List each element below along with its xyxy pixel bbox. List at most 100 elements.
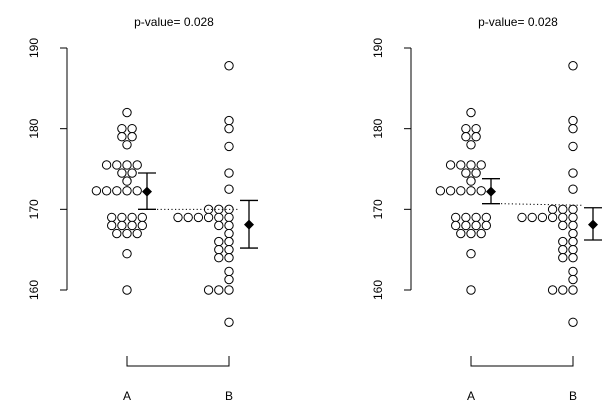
data-point-b [224, 123, 234, 134]
data-point-a [471, 132, 481, 142]
data-point-a [117, 168, 127, 178]
data-point-a [127, 220, 137, 231]
data-point-a [137, 220, 148, 231]
data-point-a [481, 212, 491, 223]
data-point-b [203, 285, 214, 295]
data-point-a [122, 107, 132, 118]
y-tick-label: 170 [27, 199, 41, 219]
data-point-b [214, 220, 224, 231]
data-point-b [568, 61, 578, 71]
data-point-b [558, 285, 568, 295]
data-point-b [568, 244, 578, 255]
data-point-a [435, 186, 446, 196]
data-point-a [101, 160, 112, 170]
data-point-b [214, 244, 224, 255]
data-point-a [117, 123, 127, 134]
data-point-b [558, 253, 568, 263]
data-point-a [476, 186, 486, 196]
data-point-b [568, 168, 578, 178]
data-point-a [107, 212, 117, 223]
data-point-a [466, 228, 476, 239]
data-point-a [461, 212, 471, 223]
chart-title: p-value= 0.028 [478, 15, 558, 29]
data-point-b [224, 212, 234, 223]
data-point-a [445, 160, 456, 170]
y-tick-label: 180 [371, 118, 385, 138]
data-point-b [224, 184, 234, 194]
data-point-b [193, 212, 204, 223]
data-point-a [466, 160, 476, 170]
x-bracket [470, 356, 574, 367]
data-point-a [445, 186, 456, 196]
data-point-b [224, 141, 234, 152]
mean-marker-b [588, 219, 598, 230]
x-category-label: A [123, 389, 131, 403]
data-point-a [461, 123, 471, 134]
data-point-a [127, 132, 137, 142]
data-point-b [568, 228, 578, 239]
data-point-a [91, 186, 102, 196]
data-point-b [203, 212, 214, 223]
data-point-a [101, 186, 112, 196]
data-point-a [461, 132, 471, 142]
data-point-b [214, 285, 224, 295]
data-point-a [127, 168, 137, 178]
data-point-b [173, 212, 183, 223]
data-point-a [466, 176, 476, 186]
y-tick-label: 190 [27, 38, 41, 58]
data-point-a [466, 186, 476, 196]
data-point-a [127, 123, 137, 134]
data-point-b [214, 212, 224, 223]
data-point-a [107, 220, 117, 231]
data-point-b [214, 236, 224, 247]
data-point-b [568, 266, 578, 277]
mean-marker-a [486, 186, 496, 197]
data-point-a [122, 249, 132, 259]
data-point-b [558, 244, 568, 255]
data-point-a [122, 285, 132, 295]
data-point-b [224, 253, 234, 263]
mean-connector [500, 203, 584, 206]
data-point-b [568, 274, 578, 285]
data-point-a [137, 212, 148, 223]
data-point-a [471, 123, 481, 134]
data-point-b [517, 212, 527, 223]
data-point-b [547, 204, 558, 215]
data-point-b [224, 115, 234, 126]
data-point-b [224, 61, 234, 71]
data-point-a [461, 168, 471, 178]
data-point-b [558, 212, 568, 223]
data-point-a [471, 220, 481, 231]
data-point-b [183, 212, 193, 223]
data-point-a [456, 160, 466, 170]
data-point-b [568, 204, 578, 215]
chart-panel-2: p-value= 0.028 160 170 180 190 A B [371, 15, 602, 403]
data-point-a [112, 186, 122, 196]
data-point-a [132, 186, 142, 196]
data-point-b [527, 212, 537, 223]
data-point-a [451, 212, 461, 223]
data-point-b [214, 253, 224, 263]
data-point-a [456, 228, 466, 239]
y-tick-label: 160 [27, 280, 41, 300]
data-point-b [224, 274, 234, 285]
data-point-b [568, 141, 578, 152]
data-point-a [466, 249, 476, 259]
data-point-b [224, 220, 234, 231]
data-point-a [466, 140, 476, 150]
data-point-a [122, 140, 132, 150]
data-point-b [568, 317, 578, 327]
data-point-a [127, 212, 137, 223]
y-tick-label: 170 [371, 199, 385, 219]
data-point-b [537, 212, 548, 223]
data-point-a [456, 186, 466, 196]
mean-marker-a [142, 186, 152, 197]
x-category-label: B [569, 389, 577, 403]
data-point-b [224, 285, 234, 295]
mean-marker-b [244, 219, 254, 230]
data-point-a [476, 160, 486, 170]
data-point-b [547, 285, 558, 295]
chart-title: p-value= 0.028 [134, 15, 214, 29]
y-tick-label: 180 [27, 118, 41, 138]
